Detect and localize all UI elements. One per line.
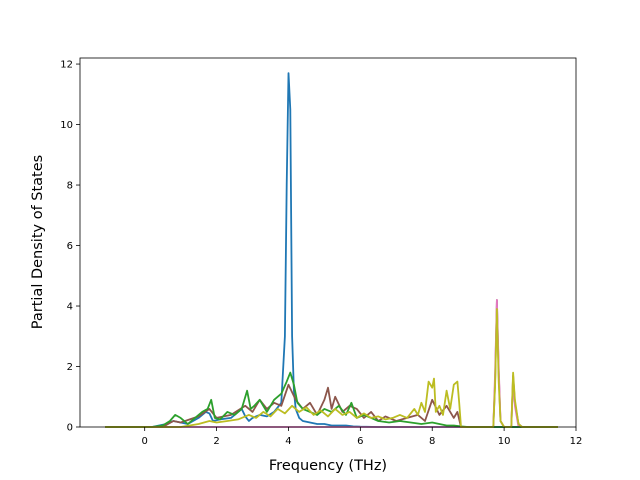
y-tick-label: 4 (67, 302, 73, 313)
y-tick-label: 6 (67, 241, 73, 252)
y-axis-ticks: 0 2 4 6 8 10 12 (60, 60, 80, 434)
y-tick-label: 10 (60, 120, 73, 131)
pdos-series-line-1 (105, 72, 558, 428)
x-axis-ticks: 0 2 4 6 8 10 12 (142, 427, 583, 447)
x-tick-label: 10 (498, 436, 511, 447)
pdos-series-line-2 (105, 299, 558, 428)
x-tick-label: 12 (570, 436, 583, 447)
plot-frame (79, 57, 577, 428)
x-tick-label: 8 (429, 436, 435, 447)
y-tick-label: 0 (67, 423, 73, 434)
x-tick-label: 4 (285, 436, 291, 447)
pdos-series-line-5 (105, 308, 558, 428)
y-axis-label: Partial Density of States (30, 155, 46, 329)
plot-lines (105, 72, 558, 428)
y-tick-label: 12 (60, 60, 73, 71)
x-axis-label: Frequency (THz) (269, 458, 387, 474)
y-tick-label: 8 (67, 181, 73, 192)
x-tick-label: 0 (142, 436, 148, 447)
pdos-series-line-4 (105, 371, 558, 428)
x-tick-label: 6 (357, 436, 363, 447)
y-tick-label: 2 (67, 362, 73, 373)
x-tick-label: 2 (213, 436, 219, 447)
